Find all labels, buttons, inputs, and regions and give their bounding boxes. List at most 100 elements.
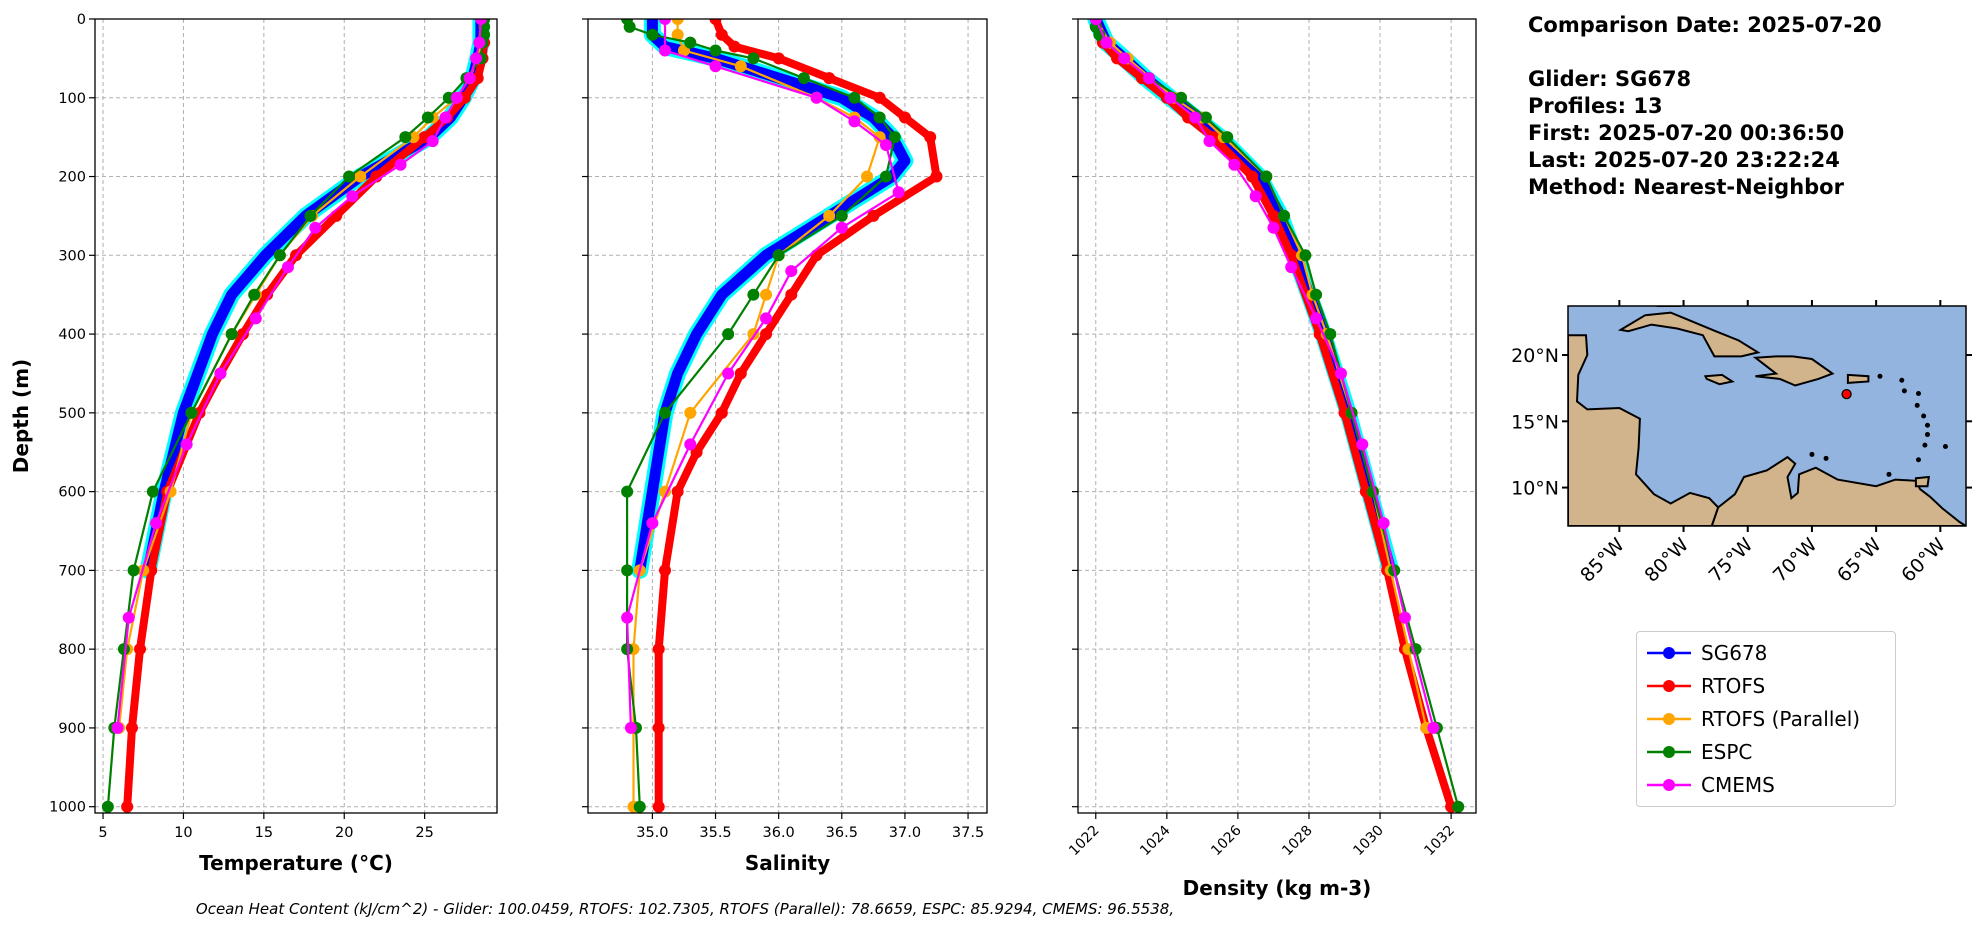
x-tick-label: 15 [255, 825, 273, 841]
series-espc-point [304, 209, 317, 222]
axes-frame [1077, 18, 1477, 814]
y-tick-label: 400 [58, 327, 86, 343]
x-tick-label: 10 [174, 825, 192, 841]
panel-1: 5 10 15 20 25 0 100 200 300 400 500 600 700 800 900 100… [9, 12, 498, 875]
series-cmems-point [439, 111, 452, 124]
series-espc-point [633, 800, 646, 813]
x-tick-label: 1032 [1421, 823, 1458, 860]
series-rtofs-point [1246, 170, 1259, 183]
series-rtofs-point [785, 288, 798, 301]
island [1809, 451, 1815, 457]
legend-label: CMEMS [1701, 773, 1775, 797]
series-rtofs-point [823, 72, 836, 85]
legend-swatch [1647, 647, 1691, 659]
y-tick-label: 800 [58, 642, 86, 658]
series-cmems-point [394, 158, 407, 171]
series-group [101, 19, 491, 813]
series-rtofs-point [652, 721, 665, 734]
series-espc-point [1299, 249, 1312, 262]
panel-2: 35.0 35.5 36.0 36.5 37.0 37.5 Salinity [582, 18, 988, 875]
series-cmems-point [463, 72, 476, 85]
series-cmems-point [659, 44, 672, 57]
series-espc-point [1324, 328, 1337, 341]
series-espc-point [848, 91, 861, 104]
series-cmems-point [111, 721, 124, 734]
series-cmems-point [473, 36, 486, 49]
series-cmems-point [835, 221, 848, 234]
series-cmems-point [122, 611, 135, 624]
land-jamaica [1703, 373, 1735, 386]
island [1924, 422, 1930, 428]
legend-swatch [1647, 680, 1691, 692]
series-rtofs-point [873, 91, 886, 104]
series-espc-point [343, 170, 356, 183]
series-espc-point [127, 564, 140, 577]
series-cmems-point [1267, 221, 1280, 234]
series-cmems-point [848, 115, 861, 128]
x-tick-label: 1028 [1279, 823, 1316, 860]
series-cmems-point [1285, 261, 1298, 274]
series-rtofs-point [134, 643, 147, 656]
series-cmems-point [150, 517, 163, 530]
x-tick-label: 5 [98, 825, 107, 841]
series-cmems-point [624, 721, 637, 734]
series-cmems-point [659, 19, 672, 25]
series-rtofs-point [715, 406, 728, 419]
series-sg678-envelope [1087, 19, 1400, 579]
x-tick-label: 20 [335, 825, 353, 841]
series-espc-point [273, 249, 286, 262]
legend-item-cmems: CMEMS [1647, 770, 1775, 800]
series-cmems-point [785, 265, 798, 278]
series-rtofs-point [930, 170, 943, 183]
x-tick-label: 1026 [1208, 822, 1245, 859]
series-rtofs-point [330, 209, 343, 222]
series-espc-point [1175, 91, 1188, 104]
legend-label: ESPC [1701, 740, 1753, 764]
comparison-info: Comparison Date: 2025-07-20 ​ Glider: SG… [1528, 12, 1882, 201]
series-cmems-point [879, 139, 892, 152]
series-cmems-point [1228, 158, 1241, 171]
island [1886, 471, 1892, 477]
map-y-tick-label: 15°N [1511, 411, 1559, 433]
series-rtofs-parallel-point [671, 19, 684, 25]
series-cmems-point [684, 438, 697, 451]
series-cmems-point [892, 186, 905, 199]
series-cmems-point [450, 91, 463, 104]
y-tick-label: 500 [58, 406, 86, 422]
series-espc-point [185, 406, 198, 419]
x-tick-label: 1024 [1137, 822, 1174, 859]
series-cmems-point [760, 312, 773, 325]
series-espc-point [835, 209, 848, 222]
series-sg678-line [1090, 19, 1397, 576]
legend-swatch [1647, 746, 1691, 758]
island [1921, 413, 1927, 419]
series-rtofs-point [898, 111, 911, 124]
x-tick-label: 35.0 [636, 825, 668, 841]
y-tick-label: 100 [58, 91, 86, 107]
series-rtofs-point [709, 19, 722, 25]
series-espc-point [248, 288, 261, 301]
series-espc-point [747, 288, 760, 301]
series-rtofs-point [772, 52, 785, 65]
first-profile-time: First: 2025-07-20 00:36:50 [1528, 121, 1845, 145]
y-tick-label: 700 [58, 563, 86, 579]
legend-swatch [1647, 779, 1691, 791]
series-espc-point [399, 131, 412, 144]
series-cmems-point [1427, 721, 1440, 734]
series-rtofs-parallel-point [823, 209, 836, 222]
y-tick-label: 300 [58, 248, 86, 264]
glider-name: Glider: SG678 [1528, 67, 1692, 91]
island [1823, 455, 1829, 461]
series-sg678-envelope [139, 19, 490, 579]
series-rtofs-parallel-point [760, 288, 773, 301]
series-rtofs-point [671, 485, 684, 498]
series-cmems-point [810, 91, 823, 104]
x-tick-label: 36.0 [763, 825, 795, 841]
location-map: 85°W 80°W 75°W 70°W 65°W 60°W 20°N 15°N 10°N [1511, 300, 1972, 587]
series-espc-point [879, 170, 892, 183]
series-rtofs-parallel-line [1094, 19, 1428, 729]
series-espc-point [797, 72, 810, 85]
series-group [1087, 19, 1465, 813]
island [1899, 377, 1905, 383]
series-cmems-point [1398, 611, 1411, 624]
